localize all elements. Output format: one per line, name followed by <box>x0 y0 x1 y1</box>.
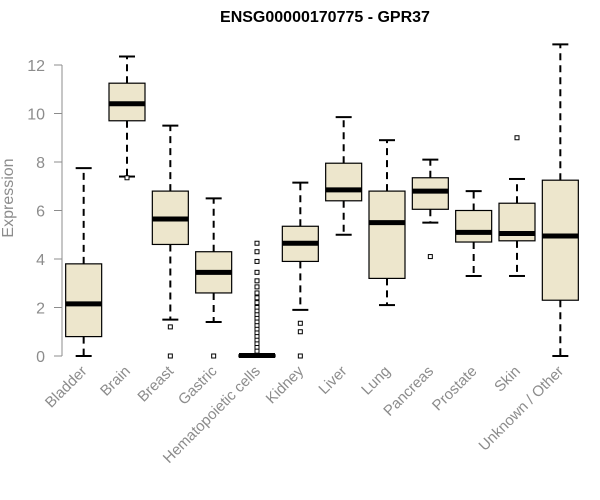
y-tick-label: 0 <box>36 349 45 366</box>
iqr-box <box>65 263 103 338</box>
outlier-point <box>254 278 260 284</box>
box-breast <box>151 124 189 359</box>
outlier-point <box>167 324 173 330</box>
x-tick-label: Liver <box>315 363 350 398</box>
iqr-box <box>455 209 493 243</box>
y-tick-label: 4 <box>36 252 45 269</box>
outlier-point <box>254 300 260 306</box>
outlier-point <box>297 320 303 326</box>
chart-title: ENSG00000170775 - GPR37 <box>220 9 430 26</box>
outlier-point <box>297 353 303 359</box>
x-tick-label: Prostate <box>429 363 481 415</box>
box-prostate <box>455 190 493 277</box>
x-tick-label: Skin <box>491 363 524 396</box>
y-tick-label: 12 <box>27 58 45 75</box>
box-brain <box>108 55 146 181</box>
y-tick-label: 10 <box>27 107 45 124</box>
y-tick-label: 6 <box>36 204 45 221</box>
outlier-point <box>254 258 260 264</box>
iqr-box <box>368 190 406 280</box>
y-tick-label: 2 <box>36 301 45 318</box>
outlier-point <box>254 295 260 301</box>
outlier-point <box>254 249 260 255</box>
x-tick-label: Lung <box>358 363 394 399</box>
iqr-box <box>325 162 363 202</box>
outlier-point <box>254 269 260 275</box>
outlier-point <box>167 353 173 359</box>
outlier-point <box>297 329 303 335</box>
outlier-point <box>124 175 130 181</box>
plot-area <box>65 43 579 359</box>
box-bladder <box>65 167 103 357</box>
x-tick-label: Bladder <box>42 363 91 412</box>
box-gastric <box>195 197 233 359</box>
box-pancreas <box>411 158 449 260</box>
iqr-box <box>541 179 579 301</box>
box-unknown-other <box>541 43 579 357</box>
x-tick-label: Breast <box>134 362 177 405</box>
outlier-point <box>514 135 520 141</box>
x-tick-label: Kidney <box>263 362 308 407</box>
box-kidney <box>281 181 319 359</box>
outlier-point <box>211 353 217 359</box>
box-hematopoietic-cells <box>238 240 276 359</box>
y-axis: 0 2 4 6 8 10 12 <box>27 58 63 366</box>
y-axis-label: Expression <box>0 158 17 237</box>
outlier-point <box>254 240 260 246</box>
outlier-point <box>427 254 433 260</box>
box-lung <box>368 139 406 307</box>
x-tick-label: Brain <box>97 363 134 400</box>
y-tick-label: 8 <box>36 155 45 172</box>
outlier-point <box>254 348 260 354</box>
box-liver <box>325 116 363 236</box>
box-skin <box>498 135 536 277</box>
outlier-point <box>254 284 260 290</box>
outlier-point <box>254 290 260 296</box>
